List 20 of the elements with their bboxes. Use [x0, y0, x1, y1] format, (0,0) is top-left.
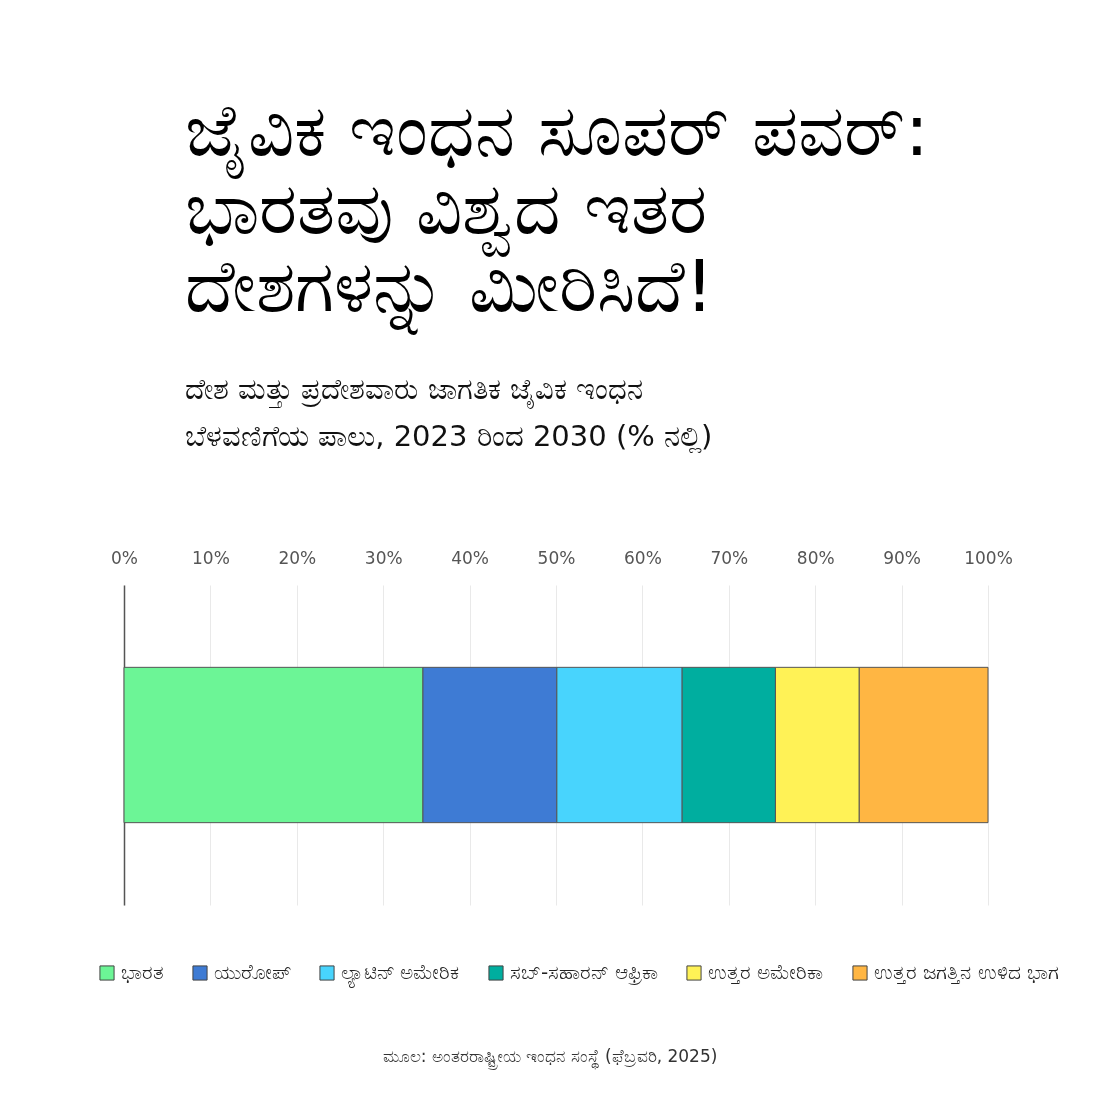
- legend-label: ಲ್ಯಾಟಿನ್ ಅಮೇರಿಕ: [341, 960, 460, 988]
- x-tick-label: 0%: [111, 547, 138, 568]
- x-tick-label: 60%: [624, 547, 662, 568]
- legend-label: ಉತ್ತರ ಅಮೇರಿಕಾ: [708, 960, 824, 984]
- x-tick-label: 100%: [964, 547, 1013, 568]
- x-tick-label: 30%: [364, 547, 403, 568]
- x-tick-label: 70%: [710, 547, 749, 568]
- x-tick-label: 80%: [796, 547, 835, 568]
- legend-label: ಸಬ್-ಸಹಾರನ್ ಆಫ್ರಿಕಾ: [510, 960, 658, 985]
- x-tick-label: 20%: [278, 547, 317, 568]
- legend-label: ಉತ್ತರ ಜಗತ್ತಿನ ಉಳಿದ ಭಾಗ: [874, 960, 1060, 984]
- legend-label: ಯುರೋಪ್: [214, 960, 291, 984]
- x-tick-label: 10%: [192, 547, 230, 568]
- chart-title: ಜೈವಿಕ ಇಂಧನ ಸೂಪರ್ ಪವರ್: ಭಾರತವು ವಿಶ್ವದ ಇತರ ದೇಶಗಳನ್ನು ಮೀರಿಸಿದೆ!: [185, 88, 929, 335]
- legend-label: ಭಾರತ: [121, 960, 164, 984]
- chart-subtitle: ದೇಶ ಮತ್ತು ಪ್ರದೇಶವಾರು ಜಾಗತಿಕ ಜೈವಿಕ ಇಂಧನ ಬೆಳವಣಿಗೆಯ ಪಾಲು, 2023 ರಿಂದ 2030 (% ನಲ್ಲಿ): [185, 372, 713, 453]
- x-tick-label: 90%: [883, 547, 921, 568]
- x-tick-label: 40%: [451, 547, 489, 568]
- x-tick-label: 50%: [537, 547, 576, 568]
- text: ಮೂಲ: ಅಂತರರಾಷ್ಟ್ರೀಯ ಇಂಧನ ಸಂಸ್ಥೆ (ಫೆಬ್ರವರಿ, 2025): [382, 1046, 718, 1070]
